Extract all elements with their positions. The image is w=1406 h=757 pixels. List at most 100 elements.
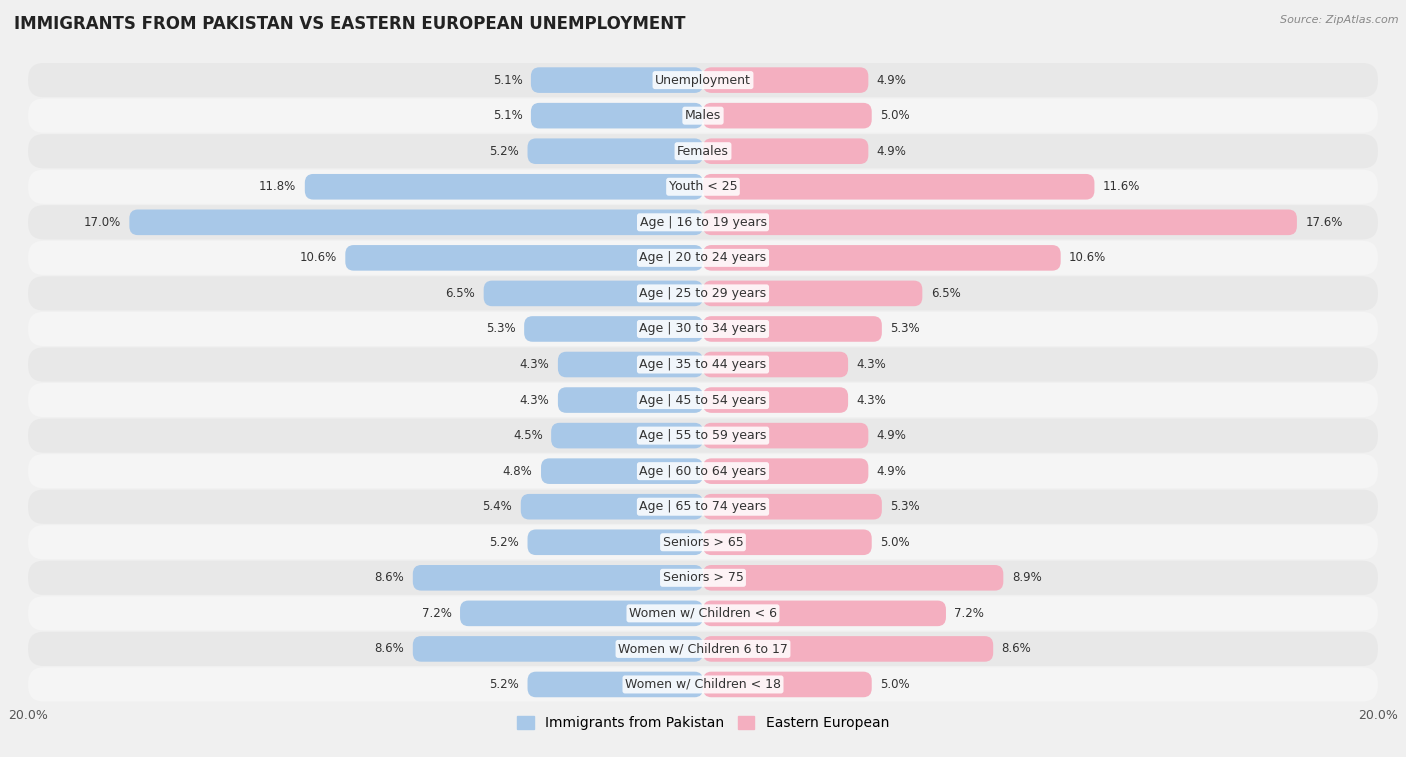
FancyBboxPatch shape: [28, 205, 1378, 239]
FancyBboxPatch shape: [28, 347, 1378, 382]
Text: 17.0%: 17.0%: [84, 216, 121, 229]
Text: Age | 16 to 19 years: Age | 16 to 19 years: [640, 216, 766, 229]
Text: 8.6%: 8.6%: [1001, 643, 1032, 656]
FancyBboxPatch shape: [484, 281, 703, 307]
Text: Seniors > 65: Seniors > 65: [662, 536, 744, 549]
Text: Women w/ Children < 6: Women w/ Children < 6: [628, 607, 778, 620]
Text: 8.6%: 8.6%: [374, 572, 405, 584]
Text: 5.1%: 5.1%: [492, 109, 523, 122]
Text: Source: ZipAtlas.com: Source: ZipAtlas.com: [1281, 15, 1399, 25]
FancyBboxPatch shape: [558, 352, 703, 377]
FancyBboxPatch shape: [703, 352, 848, 377]
FancyBboxPatch shape: [524, 316, 703, 341]
FancyBboxPatch shape: [28, 597, 1378, 631]
Text: 8.9%: 8.9%: [1012, 572, 1042, 584]
FancyBboxPatch shape: [28, 241, 1378, 275]
FancyBboxPatch shape: [703, 245, 1060, 271]
FancyBboxPatch shape: [551, 423, 703, 448]
Text: 10.6%: 10.6%: [1069, 251, 1107, 264]
Text: Age | 60 to 64 years: Age | 60 to 64 years: [640, 465, 766, 478]
FancyBboxPatch shape: [28, 276, 1378, 310]
Text: 17.6%: 17.6%: [1305, 216, 1343, 229]
Text: 5.3%: 5.3%: [890, 322, 920, 335]
Text: 5.1%: 5.1%: [492, 73, 523, 86]
FancyBboxPatch shape: [413, 636, 703, 662]
FancyBboxPatch shape: [28, 490, 1378, 524]
Text: Age | 25 to 29 years: Age | 25 to 29 years: [640, 287, 766, 300]
FancyBboxPatch shape: [28, 632, 1378, 666]
Legend: Immigrants from Pakistan, Eastern European: Immigrants from Pakistan, Eastern Europe…: [512, 711, 894, 736]
FancyBboxPatch shape: [531, 103, 703, 129]
FancyBboxPatch shape: [28, 454, 1378, 488]
Text: 5.3%: 5.3%: [890, 500, 920, 513]
FancyBboxPatch shape: [520, 494, 703, 519]
FancyBboxPatch shape: [28, 561, 1378, 595]
FancyBboxPatch shape: [703, 316, 882, 341]
Text: Women w/ Children 6 to 17: Women w/ Children 6 to 17: [619, 643, 787, 656]
FancyBboxPatch shape: [703, 565, 1004, 590]
Text: 6.5%: 6.5%: [931, 287, 960, 300]
FancyBboxPatch shape: [28, 419, 1378, 453]
FancyBboxPatch shape: [28, 312, 1378, 346]
Text: 7.2%: 7.2%: [955, 607, 984, 620]
FancyBboxPatch shape: [703, 458, 869, 484]
Text: 4.3%: 4.3%: [856, 394, 886, 407]
Text: Women w/ Children < 18: Women w/ Children < 18: [626, 678, 780, 691]
Text: Females: Females: [678, 145, 728, 157]
Text: 5.0%: 5.0%: [880, 109, 910, 122]
FancyBboxPatch shape: [703, 671, 872, 697]
Text: 4.3%: 4.3%: [520, 358, 550, 371]
Text: Age | 30 to 34 years: Age | 30 to 34 years: [640, 322, 766, 335]
FancyBboxPatch shape: [703, 423, 869, 448]
Text: 5.2%: 5.2%: [489, 536, 519, 549]
FancyBboxPatch shape: [703, 103, 872, 129]
Text: 11.8%: 11.8%: [259, 180, 297, 193]
FancyBboxPatch shape: [28, 383, 1378, 417]
Text: 4.5%: 4.5%: [513, 429, 543, 442]
Text: 4.3%: 4.3%: [520, 394, 550, 407]
Text: 4.8%: 4.8%: [503, 465, 533, 478]
Text: 4.3%: 4.3%: [856, 358, 886, 371]
Text: 11.6%: 11.6%: [1102, 180, 1140, 193]
Text: 6.5%: 6.5%: [446, 287, 475, 300]
Text: 4.9%: 4.9%: [877, 145, 907, 157]
Text: 4.9%: 4.9%: [877, 429, 907, 442]
Text: 4.9%: 4.9%: [877, 73, 907, 86]
FancyBboxPatch shape: [531, 67, 703, 93]
FancyBboxPatch shape: [703, 281, 922, 307]
Text: 10.6%: 10.6%: [299, 251, 337, 264]
Text: Seniors > 75: Seniors > 75: [662, 572, 744, 584]
FancyBboxPatch shape: [703, 174, 1094, 200]
FancyBboxPatch shape: [703, 529, 872, 555]
FancyBboxPatch shape: [703, 494, 882, 519]
Text: 5.2%: 5.2%: [489, 145, 519, 157]
Text: 4.9%: 4.9%: [877, 465, 907, 478]
Text: Males: Males: [685, 109, 721, 122]
FancyBboxPatch shape: [703, 139, 869, 164]
Text: Age | 55 to 59 years: Age | 55 to 59 years: [640, 429, 766, 442]
FancyBboxPatch shape: [527, 529, 703, 555]
FancyBboxPatch shape: [703, 600, 946, 626]
Text: Age | 45 to 54 years: Age | 45 to 54 years: [640, 394, 766, 407]
Text: Youth < 25: Youth < 25: [669, 180, 737, 193]
FancyBboxPatch shape: [703, 636, 993, 662]
Text: 7.2%: 7.2%: [422, 607, 451, 620]
FancyBboxPatch shape: [28, 668, 1378, 702]
FancyBboxPatch shape: [703, 388, 848, 413]
FancyBboxPatch shape: [28, 63, 1378, 97]
FancyBboxPatch shape: [527, 671, 703, 697]
FancyBboxPatch shape: [527, 139, 703, 164]
Text: 5.0%: 5.0%: [880, 536, 910, 549]
FancyBboxPatch shape: [541, 458, 703, 484]
FancyBboxPatch shape: [28, 525, 1378, 559]
Text: 5.4%: 5.4%: [482, 500, 512, 513]
Text: Age | 65 to 74 years: Age | 65 to 74 years: [640, 500, 766, 513]
Text: 5.3%: 5.3%: [486, 322, 516, 335]
FancyBboxPatch shape: [460, 600, 703, 626]
FancyBboxPatch shape: [558, 388, 703, 413]
Text: Unemployment: Unemployment: [655, 73, 751, 86]
FancyBboxPatch shape: [129, 210, 703, 235]
FancyBboxPatch shape: [346, 245, 703, 271]
FancyBboxPatch shape: [28, 134, 1378, 168]
FancyBboxPatch shape: [28, 170, 1378, 204]
